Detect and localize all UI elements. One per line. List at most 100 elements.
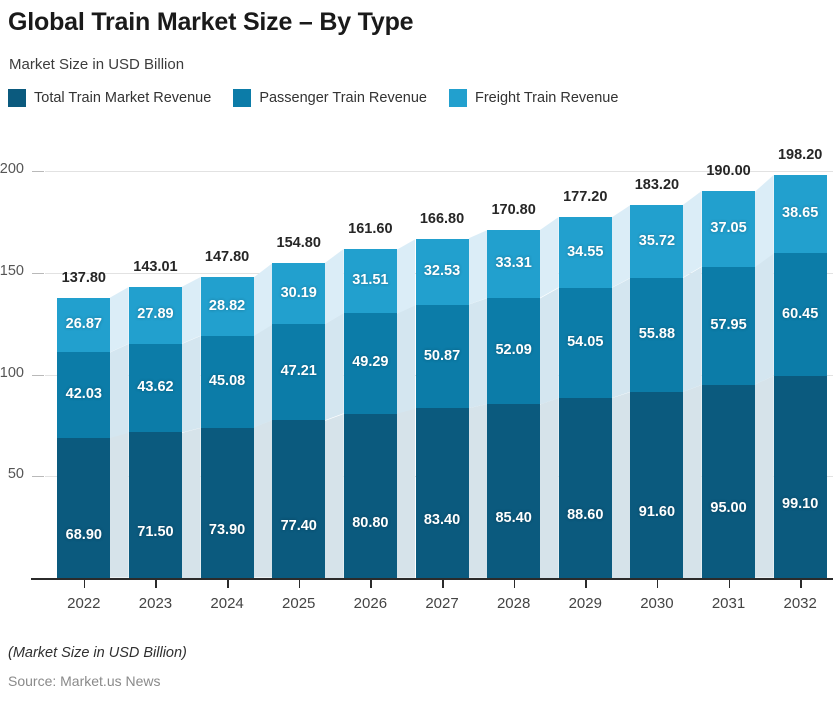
x-axis-tick [585, 580, 587, 588]
bar-segment-value: 49.29 [352, 354, 389, 371]
legend-label: Passenger Train Revenue [259, 90, 427, 106]
legend-label: Freight Train Revenue [474, 90, 619, 106]
stack-connector [683, 191, 703, 278]
bar-segment-value: 33.31 [495, 255, 532, 272]
stack-connector [253, 420, 273, 578]
x-axis-tick [442, 580, 444, 588]
stack-connector [110, 432, 129, 578]
x-axis-tick [370, 580, 372, 588]
x-axis-tick [513, 580, 516, 588]
bar-segment-value: 83.40 [423, 512, 461, 529]
bar-total-value: 177.20 [563, 189, 608, 206]
stack-connector [110, 286, 129, 353]
bar-segment[interactable] [558, 287, 612, 398]
bar-segment[interactable] [702, 384, 756, 578]
bar-segment[interactable] [343, 313, 397, 414]
bar-segment[interactable] [272, 324, 326, 421]
legend-item-2[interactable]: Freight Train Revenue [448, 89, 619, 107]
legend-item-1[interactable]: Passenger Train Revenue [233, 89, 427, 107]
bar-segment[interactable] [57, 437, 111, 578]
bar-segment[interactable] [702, 191, 756, 267]
bar-segment-value: 47.21 [280, 363, 317, 380]
x-axis-label: 2024 [210, 595, 244, 612]
bar-segment-value: 77.40 [280, 518, 317, 535]
stack-connector [181, 277, 201, 344]
bar-segment[interactable] [630, 205, 684, 278]
bar-total-value: 147.80 [204, 249, 250, 266]
bar-segment-value: 43.62 [137, 379, 174, 396]
chart-subtitle: Market Size in USD Billion [9, 56, 185, 73]
legend-item-0[interactable]: Total Train Market Revenue [8, 89, 211, 107]
legend-swatch-icon [233, 89, 252, 107]
bar-segment[interactable] [702, 266, 756, 385]
bar-segment-value: 99.10 [782, 496, 819, 513]
x-axis-label: 2027 [425, 595, 459, 612]
bar-segment[interactable] [558, 217, 612, 288]
bar-segment[interactable] [57, 352, 111, 438]
bar-segment-value: 37.05 [710, 220, 747, 237]
bar-segment-value: 60.45 [782, 305, 819, 322]
bar-segment[interactable] [128, 286, 182, 344]
bar-segment[interactable] [128, 343, 182, 433]
bar-segment[interactable] [415, 304, 469, 409]
stack-connector [253, 324, 273, 428]
bar-segment[interactable] [200, 277, 254, 336]
bar-segment[interactable] [200, 335, 254, 428]
bar-total-value: 161.60 [348, 221, 393, 238]
y-axis-label: 100 [0, 364, 24, 381]
bar-segment[interactable] [57, 297, 111, 353]
x-axis-label: 2030 [640, 595, 674, 612]
bar-segment-value: 31.51 [352, 272, 389, 289]
stack-connector [396, 304, 416, 414]
bar-segment[interactable] [200, 427, 254, 578]
bar-segment[interactable] [773, 174, 827, 254]
chart-title: Global Train Market Size – By Type [8, 8, 414, 36]
bar-segment[interactable] [415, 408, 469, 578]
y-axis-tick [32, 374, 44, 376]
x-axis-label: 2026 [353, 595, 388, 612]
bar-segment[interactable] [487, 230, 541, 299]
stack-connector [683, 384, 703, 578]
bar-total-value: 166.80 [419, 210, 465, 227]
bar-segment[interactable] [630, 391, 684, 578]
bar-segment-value: 50.87 [423, 347, 461, 364]
bar-segment[interactable] [487, 404, 541, 578]
bar-segment[interactable] [773, 253, 827, 377]
chart-footnote: (Market Size in USD Billion) [8, 645, 187, 661]
stack-connector [468, 404, 488, 578]
bar-segment-value: 95.00 [710, 500, 747, 517]
stack-connector [755, 376, 774, 578]
bar-segment[interactable] [630, 277, 684, 392]
stack-connector [611, 205, 631, 288]
bar-segment[interactable] [415, 238, 469, 305]
bar-segment-value: 42.03 [65, 386, 102, 403]
bar-total-value: 170.80 [491, 202, 536, 219]
bar-segment[interactable] [343, 413, 397, 578]
bar-segment-value: 52.09 [495, 342, 532, 359]
bar-segment[interactable] [272, 262, 326, 325]
bar-segment[interactable] [558, 397, 612, 578]
bar-segment-value: 34.55 [567, 243, 604, 260]
stack-connector [540, 397, 559, 578]
stack-connector [540, 287, 559, 405]
bar-total-value: 190.00 [706, 163, 751, 180]
bar-segment[interactable] [128, 432, 182, 578]
bar-segment[interactable] [343, 249, 397, 314]
bar-segment[interactable] [773, 376, 827, 578]
x-axis-line [31, 578, 833, 580]
stack-connector [253, 262, 273, 336]
y-axis-tick [32, 272, 44, 274]
bar-segment-value: 73.90 [208, 521, 246, 538]
bar-segment-value: 91.60 [638, 503, 676, 520]
x-axis-tick [728, 580, 731, 588]
stack-connector [611, 391, 631, 578]
bar-segment-value: 57.95 [710, 316, 747, 333]
gridline [45, 171, 833, 172]
bar-segment[interactable] [487, 298, 541, 405]
bar-segment[interactable] [272, 420, 326, 578]
y-axis-tick [32, 171, 44, 172]
x-axis-tick [83, 580, 86, 588]
stack-connector [325, 413, 344, 578]
y-axis-tick [32, 476, 44, 478]
